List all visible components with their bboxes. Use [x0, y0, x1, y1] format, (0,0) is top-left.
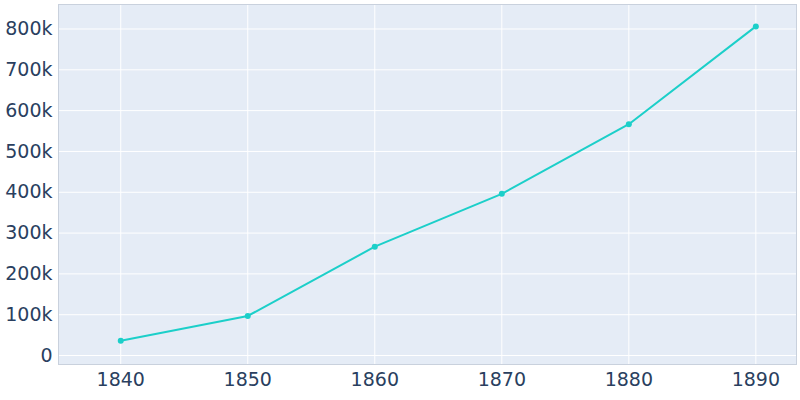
svg-text:400k: 400k	[5, 180, 52, 202]
svg-text:1850: 1850	[224, 368, 272, 390]
svg-text:1870: 1870	[478, 368, 526, 390]
svg-text:800k: 800k	[5, 17, 52, 39]
svg-text:500k: 500k	[5, 140, 52, 162]
svg-text:100k: 100k	[5, 303, 52, 325]
svg-text:1840: 1840	[97, 368, 145, 390]
svg-text:0: 0	[40, 344, 52, 366]
svg-text:700k: 700k	[5, 58, 52, 80]
svg-text:1860: 1860	[351, 368, 399, 390]
svg-text:1880: 1880	[605, 368, 653, 390]
svg-text:300k: 300k	[5, 221, 52, 243]
svg-text:600k: 600k	[5, 99, 52, 121]
svg-text:1890: 1890	[732, 368, 780, 390]
svg-text:200k: 200k	[5, 262, 52, 284]
